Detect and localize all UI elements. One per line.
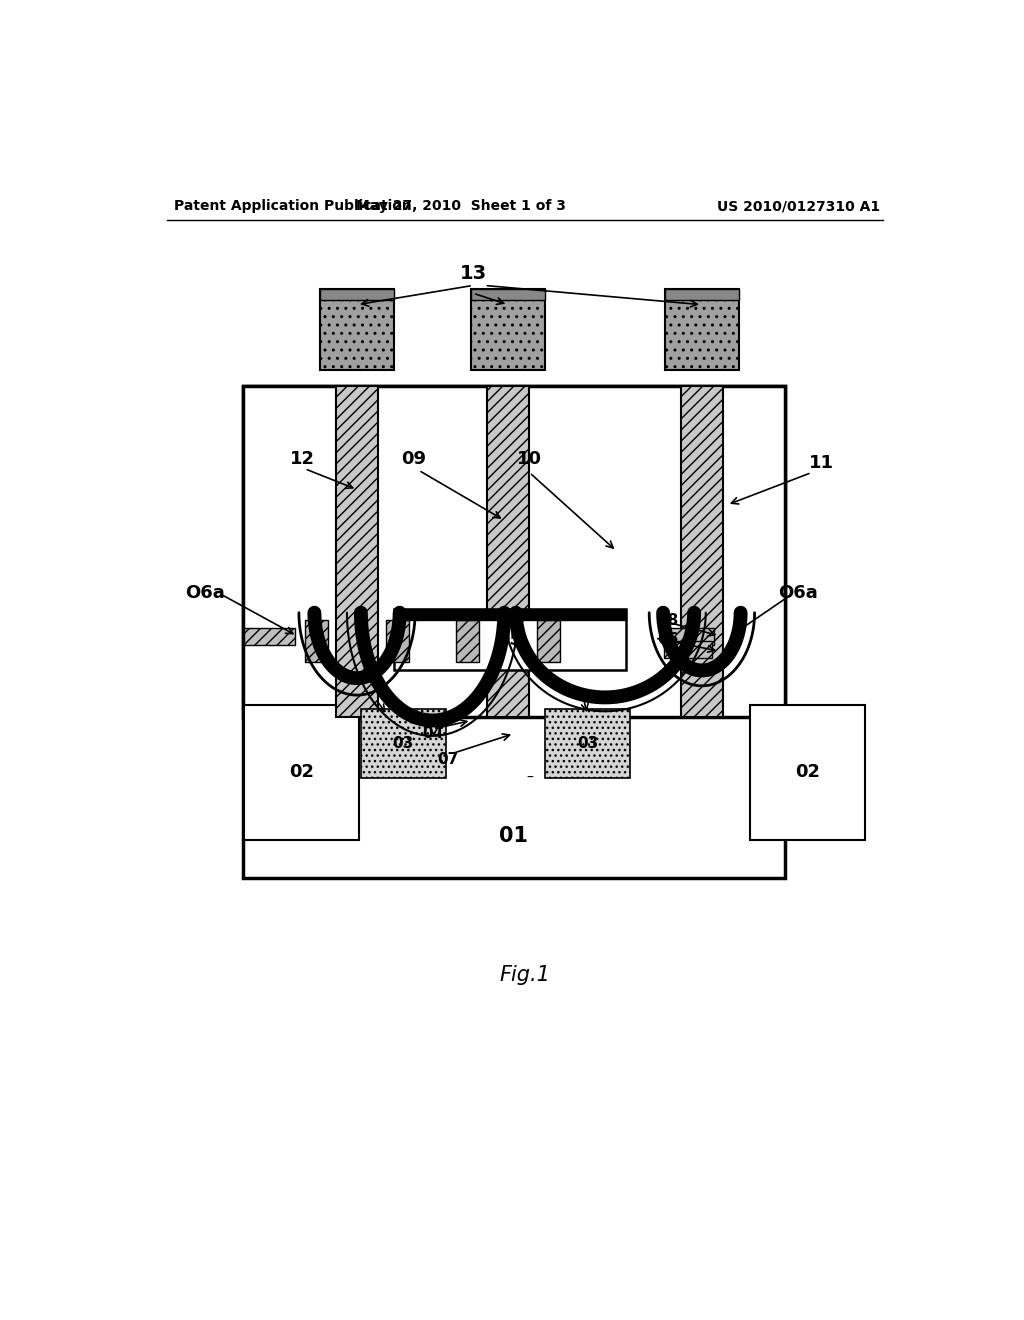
Bar xyxy=(321,289,394,300)
Bar xyxy=(471,289,545,370)
Text: 12: 12 xyxy=(290,450,314,467)
Text: O6a: O6a xyxy=(185,585,225,602)
Bar xyxy=(456,619,479,663)
Bar xyxy=(751,705,865,840)
Text: 10: 10 xyxy=(517,450,542,467)
Text: 02: 02 xyxy=(289,763,314,781)
Bar xyxy=(665,289,738,370)
Text: 03: 03 xyxy=(577,737,598,751)
Text: Fig.1: Fig.1 xyxy=(500,965,550,985)
Text: –: – xyxy=(526,771,532,785)
Bar xyxy=(471,289,545,300)
Text: 08: 08 xyxy=(657,612,679,628)
Text: O6a: O6a xyxy=(778,585,818,602)
Text: 03: 03 xyxy=(392,737,414,751)
Text: 13: 13 xyxy=(460,264,486,284)
Bar xyxy=(665,289,738,300)
Bar xyxy=(394,609,627,671)
Text: May 27, 2010  Sheet 1 of 3: May 27, 2010 Sheet 1 of 3 xyxy=(356,199,566,213)
Text: 02: 02 xyxy=(796,763,820,781)
Bar xyxy=(245,705,359,840)
Text: US 2010/0127310 A1: US 2010/0127310 A1 xyxy=(717,199,880,213)
Text: 05: 05 xyxy=(498,631,522,648)
Bar xyxy=(394,609,627,619)
Bar xyxy=(243,385,785,717)
Bar xyxy=(321,289,394,370)
Text: 01: 01 xyxy=(500,826,528,846)
Bar xyxy=(386,619,410,663)
Bar xyxy=(245,628,295,645)
Bar xyxy=(243,385,785,878)
Bar xyxy=(305,619,328,663)
Bar xyxy=(336,385,378,717)
Text: 06: 06 xyxy=(657,632,679,647)
Bar xyxy=(664,642,712,659)
Text: 09: 09 xyxy=(400,450,426,467)
Text: 11: 11 xyxy=(809,454,835,471)
Bar xyxy=(681,385,723,717)
Text: 04: 04 xyxy=(422,726,443,741)
Bar xyxy=(360,709,445,779)
Bar xyxy=(545,709,630,779)
Bar xyxy=(664,628,714,645)
Text: Patent Application Publication: Patent Application Publication xyxy=(174,199,413,213)
Bar xyxy=(486,385,529,717)
Bar xyxy=(538,619,560,663)
Text: 07: 07 xyxy=(437,751,459,767)
